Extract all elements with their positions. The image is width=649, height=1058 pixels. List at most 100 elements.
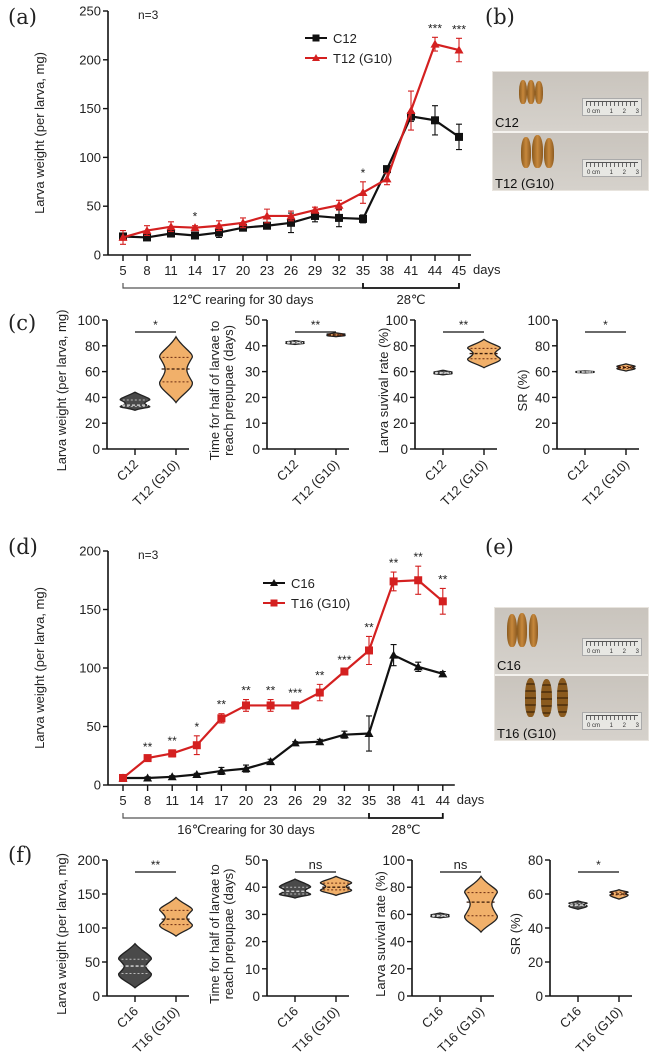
data-point (430, 39, 440, 48)
violin-shape (119, 391, 151, 412)
data-point (406, 106, 416, 115)
x-tick-label: 11 (165, 793, 179, 808)
ruler-number: 0 cm (587, 649, 601, 655)
data-point (291, 701, 300, 710)
y-tick-label: 100 (382, 853, 405, 868)
y-tick-label: 10 (245, 416, 260, 431)
data-point (438, 597, 447, 606)
significance-marker: ** (151, 858, 161, 872)
y-tick-label: 20 (390, 962, 405, 977)
y-tick-label: 80 (528, 853, 543, 868)
data-point (119, 773, 127, 782)
legend-label: C16 (291, 576, 315, 591)
ruler: 0 cm 1 2 3 (582, 159, 642, 177)
larva (525, 678, 536, 717)
significance-marker: ** (311, 318, 321, 332)
y-tick-label: 50 (85, 955, 100, 970)
data-point (266, 757, 276, 766)
x-tick-label: 32 (337, 793, 351, 808)
y-tick-label: 100 (77, 313, 100, 328)
data-point (315, 737, 325, 746)
y-tick-label: 0 (542, 442, 550, 457)
line-chart-a: 0 50 100 150 200 250 5 8 11 14 17 20 23 26 29 32 35 38 41 4… (32, 4, 501, 308)
legend-marker (312, 54, 320, 61)
y-tick-label: 200 (79, 52, 101, 67)
significance-marker: * (194, 720, 199, 734)
larva (507, 614, 517, 647)
data-point (414, 576, 423, 585)
category-label: C12 (274, 457, 301, 484)
data-point (431, 116, 439, 125)
significance-marker: ** (217, 698, 227, 712)
data-point (142, 226, 152, 235)
y-tick-label: 80 (85, 339, 100, 354)
ruler: 0 cm 1 2 3 (582, 638, 642, 656)
data-point (311, 211, 319, 220)
y-tick-label: 60 (528, 887, 543, 902)
y-tick-label: 100 (79, 150, 101, 165)
violin-plot: 0 10 20 30 40 50 Time for half of larvae to rea… (207, 313, 349, 509)
rearing-bracket-label: 12℃ rearing for 30 days (172, 292, 314, 307)
x-tick-label: 44 (436, 793, 450, 808)
rearing-bracket-label: 28℃ (396, 292, 425, 307)
larva (519, 80, 527, 104)
significance-marker: ** (143, 740, 153, 754)
ruler-number: 1 (609, 109, 613, 115)
y-tick-label: 0 (94, 778, 101, 793)
rearing-bracket (122, 283, 364, 289)
x-tick-label: 35 (362, 793, 376, 808)
y-tick-label: 60 (535, 365, 550, 380)
x-tick-label: 32 (332, 263, 346, 278)
rearing-bracket-label: 16℃rearing for 30 days (177, 822, 315, 837)
significance-marker: *** (337, 653, 351, 667)
data-point (167, 229, 175, 238)
data-point (262, 211, 272, 220)
data-point (143, 773, 153, 782)
data-point (340, 667, 349, 676)
x-tick-label: 26 (288, 793, 302, 808)
rearing-bracket (362, 283, 460, 289)
rearing-bracket (368, 813, 444, 819)
larva (541, 679, 552, 717)
x-tick-label: 41 (411, 793, 425, 808)
violin-shape (159, 896, 193, 938)
y-tick-label: 200 (77, 853, 100, 868)
y-axis-label: Larva weight (per larva, mg) (54, 853, 69, 1015)
y-tick-label: 20 (85, 416, 100, 431)
ruler-number: 2 (622, 723, 626, 729)
x-tick-label: 38 (380, 263, 394, 278)
x-tick-label: 29 (308, 263, 322, 278)
data-point (118, 232, 128, 241)
violin-plot: 0 50 100 150 200 Larva weight (per larva, mg)… (54, 853, 193, 1056)
violin-shape (159, 335, 193, 404)
ruler-number: 2 (622, 170, 626, 176)
x-tick-label: 8 (143, 263, 150, 278)
y-tick-label: 40 (528, 921, 543, 936)
data-point (191, 231, 199, 240)
data-point (438, 669, 448, 678)
data-point (214, 221, 224, 230)
data-point (143, 233, 151, 242)
x-tick-label: 14 (188, 263, 202, 278)
series-c16 (118, 644, 448, 782)
y-tick-label: 20 (393, 416, 408, 431)
ruler-number: 2 (622, 649, 626, 655)
significance-marker: ns (309, 857, 323, 872)
category-label: C12 (422, 457, 449, 484)
y-axis-label: Time for half of larvae to (207, 864, 222, 1004)
series-t12-g10- (118, 36, 464, 245)
data-point (168, 749, 177, 758)
ruler-number: 2 (622, 109, 626, 115)
y-tick-label: 0 (252, 989, 260, 1004)
line-chart-d: 0 50 100 150 200 5 8 11 14 17 20 23 26 29 32 35 38 41 44 da… (32, 544, 485, 838)
photo-panel-b: 0 cm 1 2 3 C12 0 cm 1 2 3 T12 (G10) (492, 71, 649, 191)
category-label: C16 (274, 1004, 301, 1031)
y-tick-label: 0 (252, 442, 260, 457)
violin-shape (278, 878, 312, 899)
rearing-bracket-label: 28℃ (391, 822, 420, 837)
x-tick-label: 35 (356, 263, 370, 278)
data-point (242, 701, 250, 710)
series-line (122, 42, 460, 239)
